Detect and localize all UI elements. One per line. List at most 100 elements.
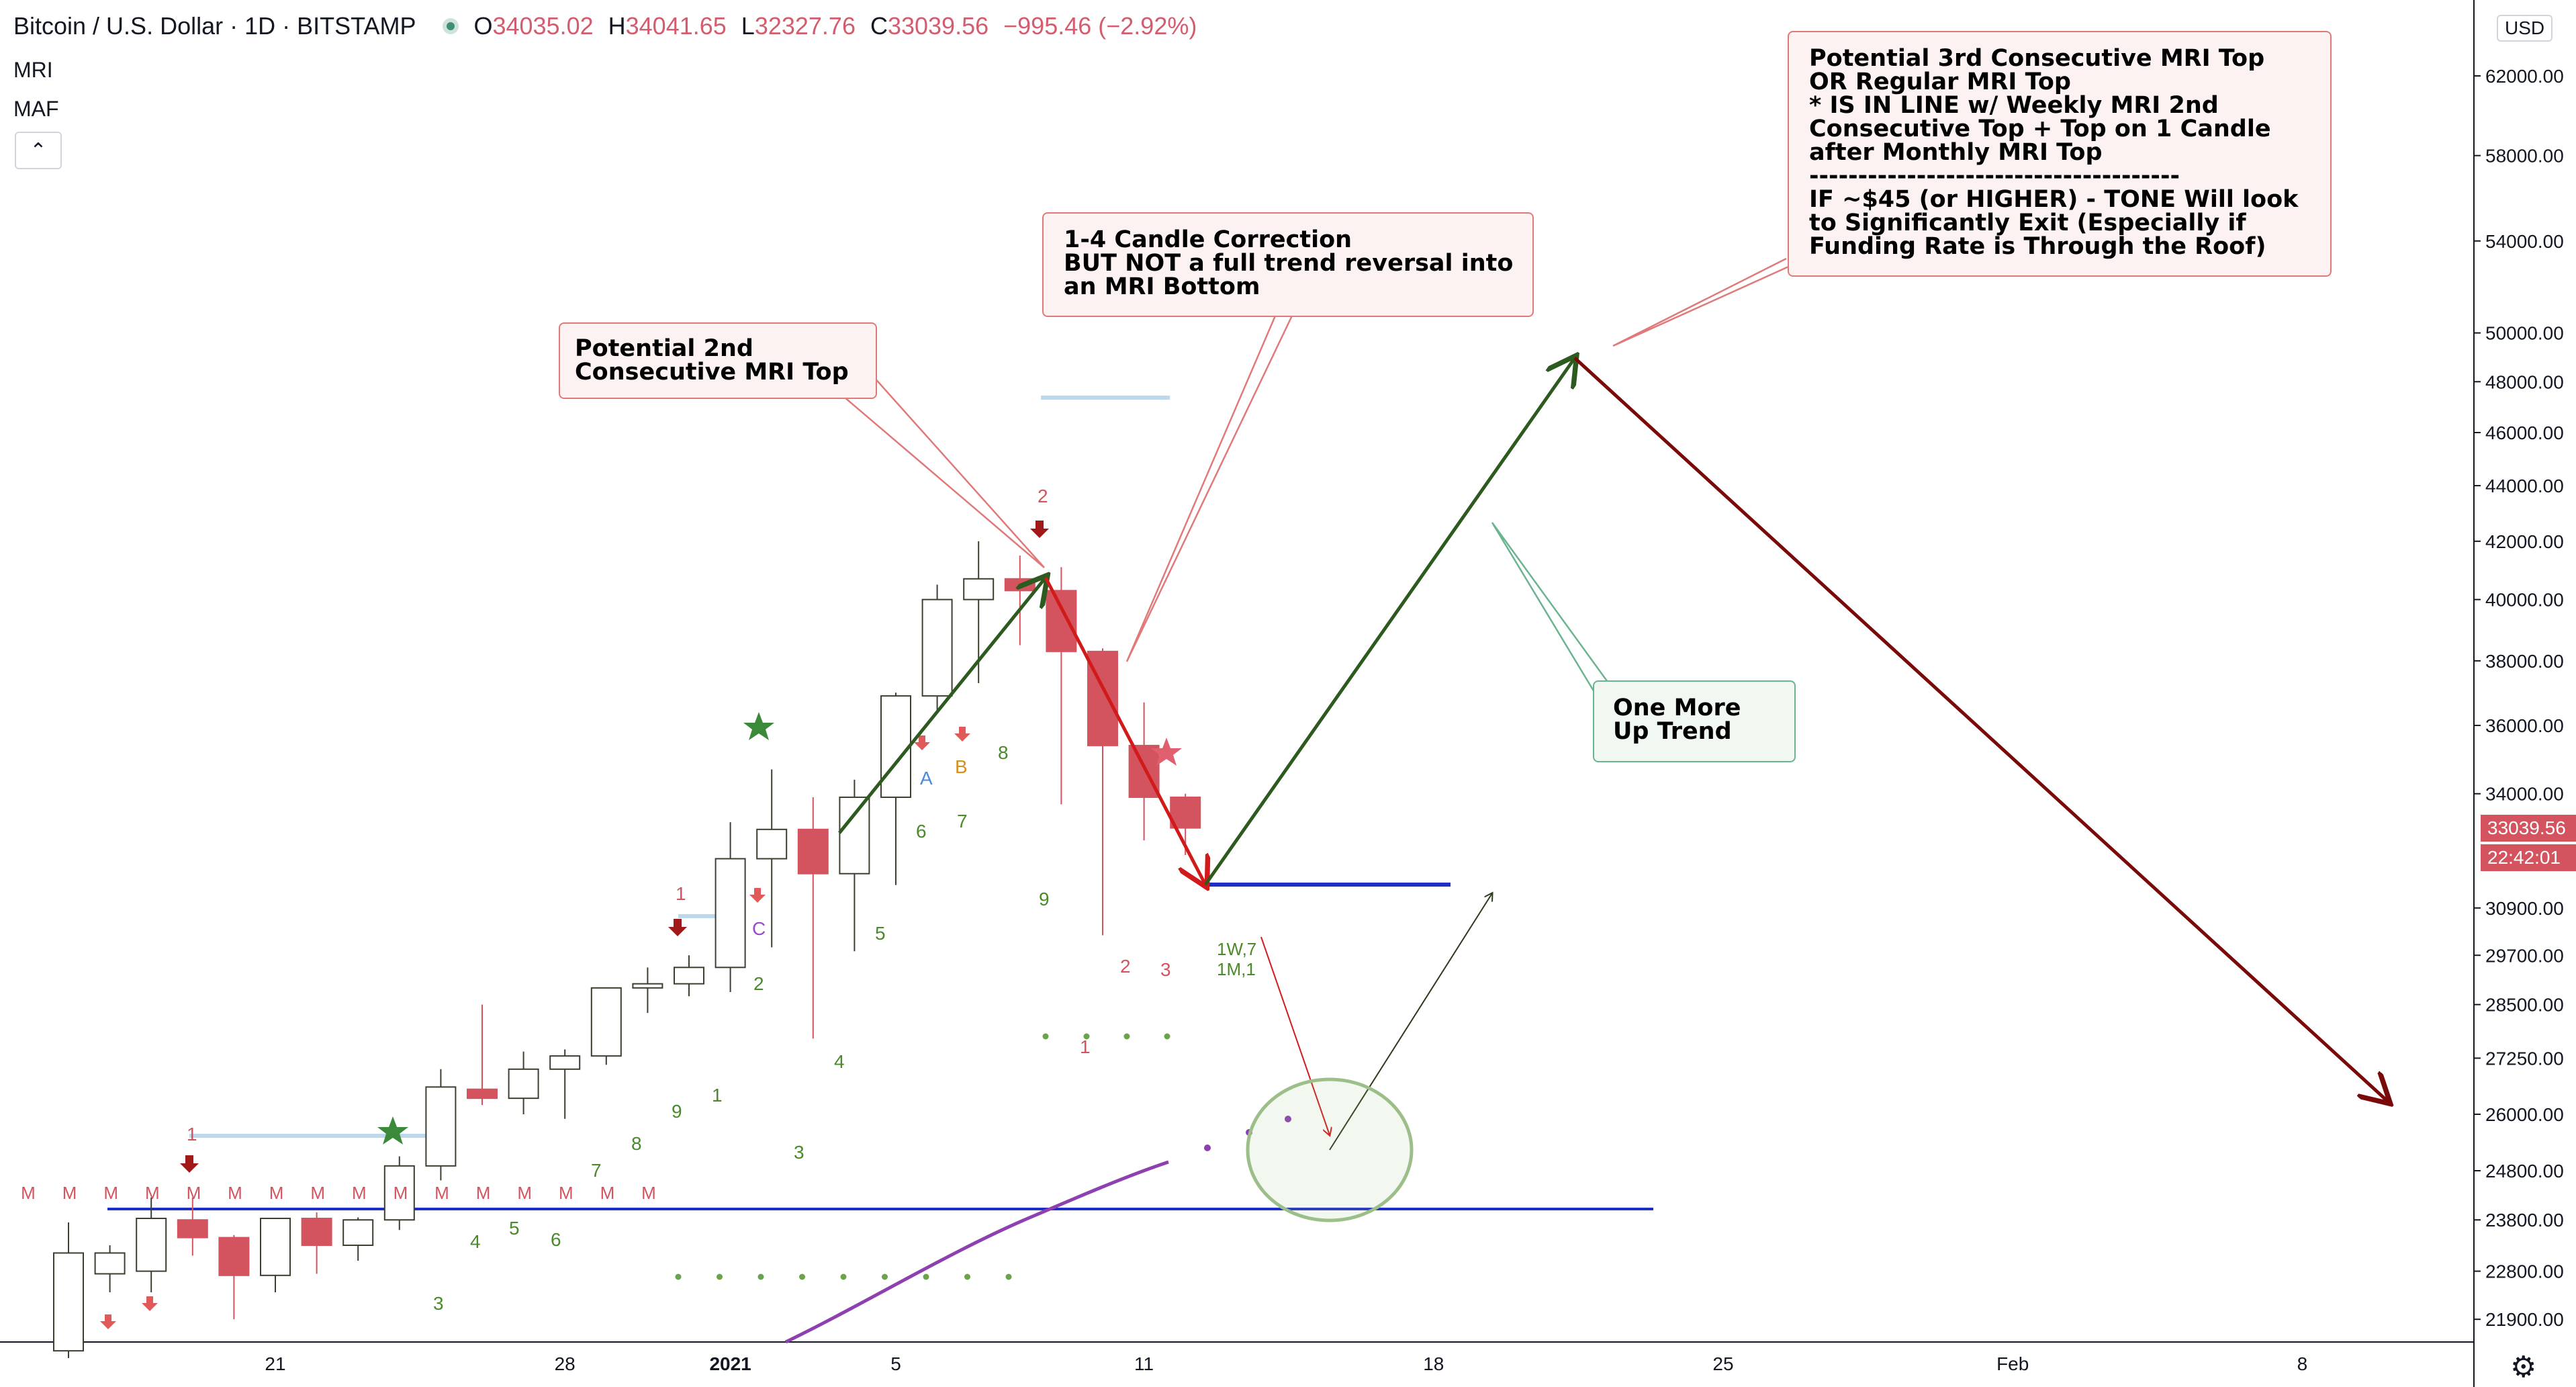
candles[interactable] [53,541,1201,1359]
candle-body [921,598,953,697]
candle-body [839,796,870,875]
mri-stars [377,712,1182,1145]
mri-m-marker: M [517,1183,532,1203]
candle-down[interactable] [1004,555,1036,645]
thin-arrow-down [1260,936,1330,1135]
candle-up[interactable] [342,1217,374,1261]
candle-up[interactable] [921,584,953,713]
price-tick-label: 44000.00 [2485,476,2564,496]
price-tick-label: 50000.00 [2485,323,2564,344]
time-tick-label: 11 [1134,1353,1154,1374]
mri-dot [840,1273,847,1280]
candle-up[interactable] [549,1049,581,1119]
bar-countdown-tag: 22:42:01 [2481,844,2576,871]
candle-down[interactable] [218,1235,250,1320]
callout-up-trend[interactable]: One More Up Trend [1593,680,1796,762]
indicator-label-mri[interactable]: MRI [13,58,53,82]
mri-dot [923,1273,929,1280]
candle-body [260,1217,291,1276]
candle-up[interactable] [136,1197,167,1293]
callout-2nd-mri-top[interactable]: Potential 2nd Consecutive MRI Top [559,322,877,399]
price-tick-label: 28500.00 [2485,995,2564,1016]
candle-body [508,1068,539,1100]
collapse-indicators-button[interactable]: ⌃ [15,132,62,169]
svg-text:6: 6 [916,821,927,842]
svg-text:3: 3 [794,1142,804,1163]
svg-text:7: 7 [591,1160,602,1181]
candle-up[interactable] [260,1217,291,1293]
svg-text:C: C [752,918,766,939]
candle-up[interactable] [53,1222,84,1359]
last-price-tag: 33039.56 [2481,815,2576,842]
mri-m-marker: M [62,1183,77,1203]
symbol-title[interactable]: Bitcoin / U.S. Dollar · 1D · BITSTAMP [13,12,416,40]
mri-m-marker: M [476,1183,491,1203]
time-axis[interactable]: 21 28 2021 5 11 18 25 Feb 8 [265,1353,2307,1374]
candle-up[interactable] [715,822,746,992]
trend-arrow-down-projection [1573,357,2388,1102]
candle-body [880,695,911,798]
change-value: −995.46 (−2.92%) [1003,12,1197,40]
trend-arrow-down-correction [1044,576,1205,885]
callout-correction[interactable]: 1-4 Candle Correction BUT NOT a full tre… [1042,212,1534,317]
candle-up[interactable] [94,1245,126,1293]
mri-m-marker: M [559,1183,573,1203]
candle-up[interactable] [425,1069,457,1181]
currency-badge[interactable]: USD [2497,15,2553,42]
arrow-down-icon [180,1155,199,1173]
candle-down[interactable] [1170,793,1201,855]
time-tick-label: 2021 [709,1353,751,1374]
callout-3rd-mri-top[interactable]: Potential 3rd Consecutive MRI Top OR Reg… [1788,31,2332,277]
settings-gear-icon[interactable]: ⚙ [2510,1351,2537,1384]
target-zone-ellipse [1246,1077,1414,1222]
candle-down[interactable] [301,1212,332,1274]
candle-up[interactable] [674,955,704,997]
candle-body [963,578,995,600]
candle-body [549,1055,581,1070]
candle-up[interactable] [756,769,788,948]
candle-up[interactable] [590,987,622,1065]
star-icon [743,712,774,740]
svg-text:1: 1 [712,1085,723,1106]
price-tick-label: 21900.00 [2485,1309,2564,1330]
svg-text:5: 5 [509,1218,520,1239]
candle-body [1170,796,1201,829]
price-axis[interactable]: 21900.00 22800.00 23800.00 24800.00 26000.00… [2474,66,2564,1330]
symbol-legend[interactable]: Bitcoin / U.S. Dollar · 1D · BITSTAMP O3… [13,12,1197,40]
svg-text:B: B [955,756,968,777]
svg-text:8: 8 [631,1133,642,1154]
indicator-label-maf[interactable]: MAF [13,97,59,121]
svg-text:3: 3 [1160,959,1171,980]
mri-m-marker: M [103,1183,118,1203]
mri-m-marker: M [352,1183,367,1203]
chevron-up-icon: ⌃ [30,139,47,162]
svg-text:2: 2 [753,973,764,994]
low-value: 32327.76 [754,12,856,40]
candle-down[interactable] [1128,702,1160,841]
arrow-down-icon [1030,521,1049,538]
candle-up[interactable] [880,692,911,885]
star-icon [377,1116,408,1145]
candle-up[interactable] [839,779,870,952]
mri-m-marker: M [21,1183,36,1203]
mri-down-arrows [100,521,1049,1329]
candle-down[interactable] [177,1197,208,1256]
arrow-down-icon [914,735,930,750]
candle-body [301,1217,332,1246]
candle-down[interactable] [1046,567,1077,805]
candle-up[interactable] [632,967,663,1014]
trend-arrow-up-projection [1203,358,1575,886]
candle-body [590,987,622,1057]
high-value: 34041.65 [625,12,727,40]
candle-down[interactable] [1087,648,1118,936]
candle-down[interactable] [467,1004,498,1106]
candle-up[interactable] [508,1051,539,1114]
price-tick-label: 27250.00 [2485,1048,2564,1069]
candle-up[interactable] [383,1156,415,1231]
arrow-down-icon [668,919,687,936]
candle-down[interactable] [797,797,829,1039]
price-tick-label: 46000.00 [2485,422,2564,443]
time-tick-label: 21 [265,1353,285,1374]
